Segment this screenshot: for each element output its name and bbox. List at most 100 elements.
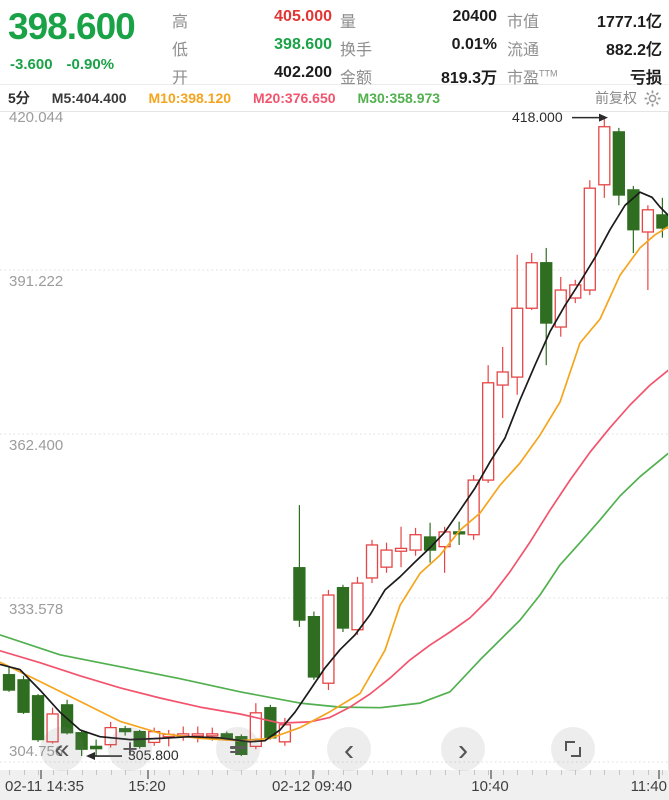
high-annotation: 418.000 xyxy=(512,108,563,125)
x-minor-tick xyxy=(212,770,214,775)
value-turnover: 0.01% xyxy=(451,36,497,53)
x-minor-tick xyxy=(23,770,25,775)
x-minor-tick xyxy=(488,770,490,775)
x-minor-tick xyxy=(197,770,199,775)
x-major-tick xyxy=(490,770,492,779)
x-minor-tick xyxy=(415,770,417,775)
ma30-legend: M30:358.973 xyxy=(357,90,441,106)
last-price: 398.600 xyxy=(8,6,136,47)
x-minor-tick xyxy=(604,770,606,775)
pan-left-button[interactable]: ‹ xyxy=(327,727,371,771)
x-minor-tick xyxy=(154,770,156,775)
value-high: 405.000 xyxy=(274,8,332,25)
label-open: 开 xyxy=(172,70,189,87)
x-major-tick xyxy=(40,770,42,779)
x-axis-label: 02-11 14:35 xyxy=(5,778,84,795)
x-minor-tick xyxy=(81,770,83,775)
y-axis-label: 420.044 xyxy=(9,109,64,126)
x-minor-tick xyxy=(328,770,330,775)
x-minor-tick xyxy=(473,770,475,775)
x-axis-label: 02-12 09:40 xyxy=(271,778,353,795)
value-pe-ttm: 亏损 xyxy=(629,70,662,87)
label-float-cap: 流通 xyxy=(507,42,540,59)
x-minor-tick xyxy=(647,770,649,775)
x-minor-tick xyxy=(575,770,577,775)
value-volume: 20400 xyxy=(452,8,498,25)
x-minor-tick xyxy=(52,770,54,775)
x-minor-tick xyxy=(313,770,315,775)
x-minor-tick xyxy=(168,770,170,775)
x-minor-tick xyxy=(386,770,388,775)
label-low: 低 xyxy=(172,42,189,59)
pan-right-button[interactable]: › xyxy=(441,727,485,771)
price-change: -3.600 xyxy=(10,56,53,73)
x-minor-tick xyxy=(67,770,69,775)
x-minor-tick xyxy=(357,770,359,775)
label-market-cap: 市值 xyxy=(507,14,540,31)
ma10-legend: M10:398.120 xyxy=(148,90,232,106)
x-minor-tick xyxy=(618,770,620,775)
x-minor-tick xyxy=(401,770,403,775)
zoom-out-button[interactable] xyxy=(216,727,260,771)
price-change-row: -3.600 -0.90% xyxy=(10,56,128,73)
x-minor-tick xyxy=(662,770,664,775)
adjust-mode-button[interactable]: 前复权 xyxy=(595,90,637,106)
x-major-tick xyxy=(147,770,149,779)
zoom-in-button[interactable]: + xyxy=(108,727,152,771)
label-volume: 量 xyxy=(340,14,357,31)
x-minor-tick xyxy=(517,770,519,775)
fullscreen-icon xyxy=(565,741,581,757)
candlestick-chart[interactable]: 420.044 391.222 362.400 333.578 304.756 418.… xyxy=(0,108,669,771)
x-minor-tick xyxy=(9,770,10,775)
value-market-cap: 1777.1亿 xyxy=(597,14,662,31)
value-amount: 819.3万 xyxy=(440,70,497,87)
x-major-tick xyxy=(658,770,660,779)
x-minor-tick xyxy=(139,770,141,775)
label-pe-ttm: 市盈TTM xyxy=(507,68,558,87)
x-minor-tick xyxy=(342,770,344,775)
x-minor-tick xyxy=(459,770,461,775)
chart-canvas xyxy=(0,113,668,763)
x-minor-tick xyxy=(372,770,373,775)
label-amount: 金额 xyxy=(340,70,373,87)
x-minor-tick xyxy=(444,770,446,775)
x-minor-tick xyxy=(241,770,243,775)
quote-header: 398.600 -3.600 -0.90% 高 低 开 405.000 398.6… xyxy=(0,0,669,87)
x-minor-tick xyxy=(96,770,98,775)
price-change-percent: -0.90% xyxy=(66,56,115,73)
x-minor-tick xyxy=(110,770,112,775)
x-minor-tick xyxy=(531,770,533,775)
label-high: 高 xyxy=(172,14,189,31)
minus-icon xyxy=(230,744,246,755)
x-minor-tick xyxy=(270,770,272,775)
fullscreen-button[interactable] xyxy=(551,727,595,771)
value-float-cap: 882.2亿 xyxy=(605,42,662,59)
label-turnover: 换手 xyxy=(340,42,373,59)
x-minor-tick xyxy=(255,770,257,775)
period-selector[interactable]: 5分 xyxy=(8,90,30,106)
gear-icon[interactable] xyxy=(644,90,661,107)
x-minor-tick xyxy=(38,770,40,775)
low-annotation: 305.800 xyxy=(128,747,179,764)
x-minor-tick xyxy=(546,770,548,775)
x-minor-tick xyxy=(430,770,432,775)
x-axis-label: 10:40 xyxy=(471,778,509,795)
x-minor-tick xyxy=(299,770,301,775)
y-axis-label: 362.400 xyxy=(9,437,64,454)
ma5-legend: M5:404.400 xyxy=(51,90,127,106)
x-minor-tick xyxy=(125,770,127,775)
x-axis-label: 15:20 xyxy=(128,778,166,795)
x-minor-tick xyxy=(284,770,286,775)
x-minor-tick xyxy=(589,770,591,775)
x-minor-tick xyxy=(183,770,185,775)
x-minor-tick xyxy=(502,770,504,775)
x-minor-tick xyxy=(226,770,228,775)
chart-toolbar: 5分 M5:404.400 M10:398.120 M20:376.650 M3… xyxy=(0,85,669,112)
rewind-button[interactable]: « xyxy=(40,727,84,771)
x-major-tick xyxy=(312,770,314,779)
ma20-legend: M20:376.650 xyxy=(253,90,336,106)
value-low: 398.600 xyxy=(274,36,332,53)
y-axis-label: 391.222 xyxy=(9,273,64,290)
x-axis: 02-11 14:35 15:20 02-12 09:40 10:40 11:40 xyxy=(0,770,669,800)
x-minor-tick xyxy=(560,770,562,775)
